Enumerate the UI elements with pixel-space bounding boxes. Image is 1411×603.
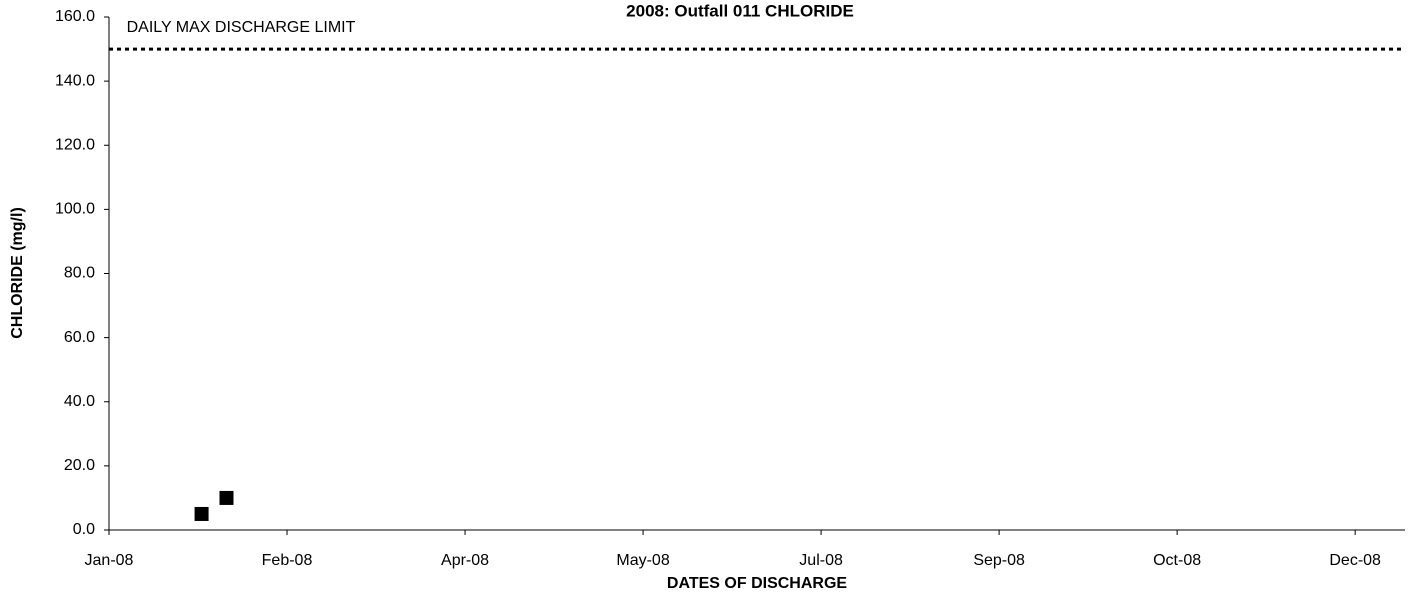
y-tick-label: 140.0 — [55, 72, 95, 89]
x-tick-label: May-08 — [616, 552, 669, 569]
y-tick-label: 40.0 — [64, 393, 95, 410]
point — [219, 490, 234, 505]
x-tick-label: Dec-08 — [1329, 552, 1381, 569]
x-tick-label: Sep-08 — [973, 552, 1025, 569]
x-tick-label: Oct-08 — [1153, 552, 1201, 569]
x-tick-label: Jan-08 — [85, 552, 134, 569]
y-tick-label: 20.0 — [64, 457, 95, 474]
y-tick-label: 100.0 — [55, 201, 95, 218]
y-tick-label: 80.0 — [64, 265, 95, 282]
y-axis-title: CHLORIDE (mg/l) — [9, 207, 26, 339]
x-tick-label: Jul-08 — [799, 552, 843, 569]
x-tick-label: Feb-08 — [262, 552, 313, 569]
x-tick-label: Apr-08 — [441, 552, 489, 569]
chart-title: 2008: Outfall 011 CHLORIDE — [626, 1, 854, 20]
y-tick-label: 60.0 — [64, 329, 95, 346]
limit-annotation: DAILY MAX DISCHARGE LIMIT — [126, 19, 356, 36]
y-tick-label: 0.0 — [73, 521, 95, 538]
x-axis-title: DATES OF DISCHARGE — [667, 575, 847, 592]
y-tick-label: 160.0 — [55, 8, 95, 25]
y-tick-label: 120.0 — [55, 136, 95, 153]
point — [194, 506, 209, 521]
